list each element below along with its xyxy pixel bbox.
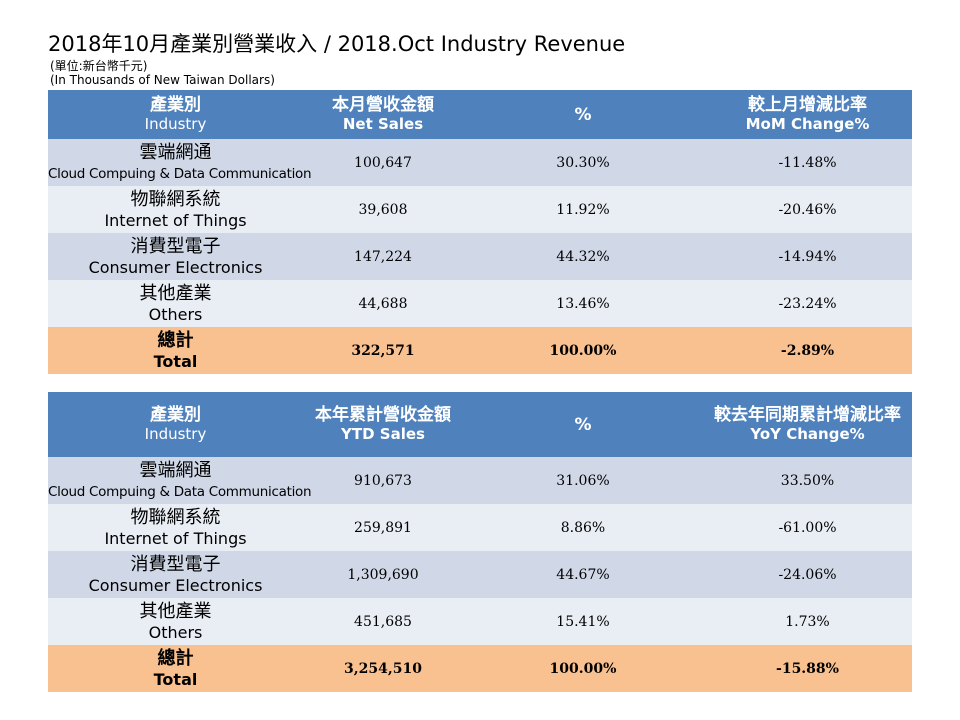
percent-cell: 15.41% [463,598,703,645]
change-cell: -15.88% [703,645,912,692]
sales-cell: 39,608 [303,186,463,233]
change-cell: -24.06% [703,551,912,598]
industry-zh: 物聯網系統 [130,506,221,528]
industry-en: Cloud Compuing & Data Communication [48,483,312,500]
industry-en: Internet of Things [104,210,247,230]
unit-note-en: (In Thousands of New Taiwan Dollars) [50,73,275,87]
industry-en: Others [148,304,203,324]
sales-cell: 100,647 [303,139,463,186]
change-cell: -23.24% [703,280,912,327]
industry-zh: 總計 [157,647,194,669]
industry-cell: 物聯網系統 Internet of Things [48,504,303,551]
industry-zh: 雲端網通 [139,141,212,163]
table-row: 雲端網通 Cloud Compuing & Data Communication… [48,139,912,186]
sales-cell: 3,254,510 [303,645,463,692]
table-row: 物聯網系統 Internet of Things 39,608 11.92% -… [48,186,912,233]
industry-en: Cloud Compuing & Data Communication [48,165,312,182]
header-yoy-change: 較去年同期累計增減比率 YoY Change% [703,392,912,457]
table-row: 消費型電子 Consumer Electronics 147,224 44.32… [48,233,912,280]
header-zh: 本年累計營收金額 [315,405,451,425]
percent-cell: 30.30% [463,139,703,186]
table-row: 物聯網系統 Internet of Things 259,891 8.86% -… [48,504,912,551]
industry-zh: 物聯網系統 [130,188,221,210]
percent-cell: 44.67% [463,551,703,598]
industry-en: Consumer Electronics [88,257,263,277]
industry-cell: 消費型電子 Consumer Electronics [48,233,303,280]
industry-zh: 消費型電子 [130,553,221,575]
total-row: 總計 Total 322,571 100.00% -2.89% [48,327,912,374]
page-title: 2018年10月產業別營業收入 / 2018.Oct Industry Reve… [48,32,626,56]
industry-en: Total [153,669,198,689]
industry-cell: 其他產業 Others [48,280,303,327]
percent-cell: 31.06% [463,457,703,504]
change-cell: -14.94% [703,233,912,280]
percent-cell: 100.00% [463,645,703,692]
industry-en: Total [153,351,198,371]
table-row: 其他產業 Others 44,688 13.46% -23.24% [48,280,912,327]
header-en: MoM Change% [745,115,870,133]
sales-cell: 259,891 [303,504,463,551]
change-cell: 33.50% [703,457,912,504]
change-cell: -20.46% [703,186,912,233]
industry-cell: 物聯網系統 Internet of Things [48,186,303,233]
industry-cell: 雲端網通 Cloud Compuing & Data Communication [48,457,312,504]
header-zh: 產業別 [150,405,201,425]
header-net-sales: 本月營收金額 Net Sales [303,90,463,139]
total-row: 總計 Total 3,254,510 100.00% -15.88% [48,645,912,692]
table-row: 雲端網通 Cloud Compuing & Data Communication… [48,457,912,504]
percent-cell: 13.46% [463,280,703,327]
header-percent: % [463,392,703,457]
header-mom-change: 較上月增減比率 MoM Change% [703,90,912,139]
industry-cell: 雲端網通 Cloud Compuing & Data Communication [48,139,312,186]
header-en: YoY Change% [750,425,865,443]
sales-cell: 44,688 [303,280,463,327]
header-en: Net Sales [342,115,424,133]
header-percent: % [463,90,703,139]
sales-cell: 147,224 [303,233,463,280]
header-industry: 產業別 Industry [48,90,303,139]
industry-cell: 消費型電子 Consumer Electronics [48,551,303,598]
table-row: 其他產業 Others 451,685 15.41% 1.73% [48,598,912,645]
header-industry: 產業別 Industry [48,392,303,457]
industry-cell: 其他產業 Others [48,598,303,645]
header-zh: 本月營收金額 [332,95,434,115]
table-header-row: 產業別 Industry 本月營收金額 Net Sales % 較上月增減比率 … [48,90,912,139]
change-cell: 1.73% [703,598,912,645]
industry-zh: 消費型電子 [130,235,221,257]
industry-en: Others [148,622,203,642]
header-zh: 較上月增減比率 [748,95,867,115]
header-en: Industry [144,115,207,133]
industry-en: Internet of Things [104,528,247,548]
sales-cell: 322,571 [303,327,463,374]
header-zh: % [574,104,592,125]
header-en: Industry [144,425,207,443]
percent-cell: 11.92% [463,186,703,233]
percent-cell: 44.32% [463,233,703,280]
percent-cell: 100.00% [463,327,703,374]
sales-cell: 451,685 [303,598,463,645]
industry-zh: 其他產業 [139,600,212,622]
change-cell: -61.00% [703,504,912,551]
industry-cell: 總計 Total [48,327,303,374]
sales-cell: 1,309,690 [303,551,463,598]
ytd-revenue-table: 產業別 Industry 本年累計營收金額 YTD Sales % 較去年同期累… [48,392,912,692]
industry-zh: 總計 [157,329,194,351]
header-en: YTD Sales [341,425,425,443]
industry-zh: 雲端網通 [139,459,212,481]
table-row: 消費型電子 Consumer Electronics 1,309,690 44.… [48,551,912,598]
header-zh: 較去年同期累計增減比率 [714,405,901,425]
header-zh: % [574,414,592,435]
header-zh: 產業別 [150,95,201,115]
change-cell: -11.48% [703,139,912,186]
industry-en: Consumer Electronics [88,575,263,595]
change-cell: -2.89% [703,327,912,374]
unit-note-zh: (單位:新台幣千元) [50,59,148,73]
industry-cell: 總計 Total [48,645,303,692]
industry-zh: 其他產業 [139,282,212,304]
sales-cell: 910,673 [303,457,463,504]
monthly-revenue-table: 產業別 Industry 本月營收金額 Net Sales % 較上月增減比率 … [48,90,912,374]
table-header-row: 產業別 Industry 本年累計營收金額 YTD Sales % 較去年同期累… [48,392,912,457]
header-ytd-sales: 本年累計營收金額 YTD Sales [303,392,463,457]
percent-cell: 8.86% [463,504,703,551]
